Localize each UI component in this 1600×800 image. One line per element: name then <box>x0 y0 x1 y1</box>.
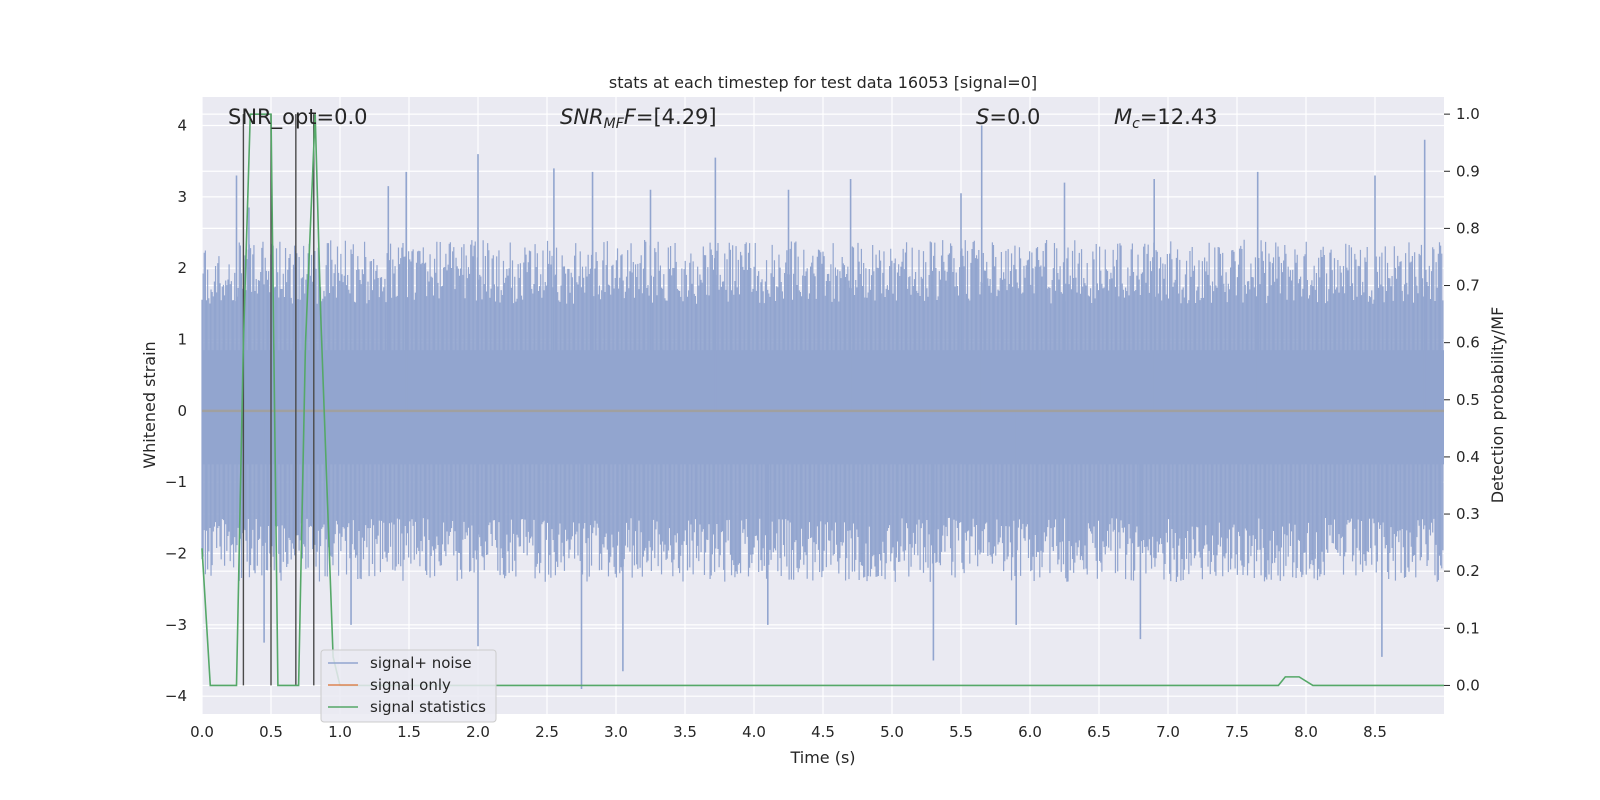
y-right-tick-label: 0.6 <box>1456 334 1480 352</box>
chart-title: stats at each timestep for test data 160… <box>609 73 1037 92</box>
legend-label-signal-plus-noise: signal+ noise <box>370 654 472 672</box>
legend-label-signal-only: signal only <box>370 676 451 694</box>
annotation-snr-opt: SNR_opt=0.0 <box>228 105 368 130</box>
y-left-tick-label: −4 <box>165 687 187 705</box>
y-right-tick-label: 0.7 <box>1456 277 1480 295</box>
annotation-snr-mf: SNRMFF=[4.29] <box>560 105 717 132</box>
y-right-tick-label: 0.0 <box>1456 676 1480 694</box>
x-tick-label: 6.0 <box>1018 723 1042 741</box>
y-left-tick-label: 2 <box>177 259 187 277</box>
x-tick-label: 0.5 <box>259 723 283 741</box>
y-right-tick-label: 1.0 <box>1456 105 1480 123</box>
y-right-tick-label: 0.4 <box>1456 448 1480 466</box>
y-left-tick-label: 0 <box>177 402 187 420</box>
y-left-tick-label: −3 <box>165 616 187 634</box>
legend-box <box>320 649 497 723</box>
y-right-tick-labels: 0.0 0.1 0.2 0.3 0.4 0.5 0.6 0.7 0.8 0.9 1.0 <box>1444 105 1480 694</box>
y-axis-label-left: Whitened strain <box>140 341 159 468</box>
series-signal-plus-noise <box>201 125 1444 690</box>
x-tick-label: 2.5 <box>535 723 559 741</box>
annotation-mc: Mc=12.43 <box>1114 105 1218 132</box>
x-tick-label: 4.0 <box>742 723 766 741</box>
x-axis-label: Time (s) <box>789 748 855 767</box>
x-tick-label: 0.0 <box>190 723 214 741</box>
y-left-tick-labels: −4 −3 −2 −1 0 1 2 3 4 <box>165 117 187 706</box>
x-tick-label: 5.0 <box>880 723 904 741</box>
legend: signal+ noise signal only signal statist… <box>320 649 497 723</box>
y-axis-label-right: Detection probability/MF <box>1488 307 1507 504</box>
x-tick-label: 3.0 <box>604 723 628 741</box>
x-tick-label: 6.5 <box>1087 723 1111 741</box>
y-right-tick-label: 0.1 <box>1456 619 1480 637</box>
series-signal-statistics <box>201 113 1444 687</box>
signal-statistics-line <box>201 113 1444 687</box>
y-left-tick-label: −1 <box>165 473 187 491</box>
y-right-tick-label: 0.2 <box>1456 562 1480 580</box>
y-left-tick-label: 4 <box>177 117 187 135</box>
x-tick-label: 4.5 <box>811 723 835 741</box>
noise-core-band <box>202 350 1444 465</box>
legend-label-signal-statistics: signal statistics <box>370 698 486 716</box>
x-tick-label: 1.0 <box>328 723 352 741</box>
x-tick-label: 8.0 <box>1294 723 1318 741</box>
x-tick-label: 2.0 <box>466 723 490 741</box>
x-tick-label: 3.5 <box>673 723 697 741</box>
x-tick-label: 1.5 <box>397 723 421 741</box>
y-left-tick-label: 3 <box>177 188 187 206</box>
y-right-tick-label: 0.8 <box>1456 219 1480 237</box>
y-right-tick-label: 0.3 <box>1456 505 1480 523</box>
x-tick-labels: 0.0 0.5 1.0 1.5 2.0 2.5 3.0 3.5 4.0 4.5 5.0 5.5 6.0 6… <box>190 723 1387 741</box>
y-right-tick-label: 0.9 <box>1456 162 1480 180</box>
annotation-s: S=0.0 <box>976 105 1040 129</box>
x-tick-label: 8.5 <box>1363 723 1387 741</box>
y-right-tick-label: 0.5 <box>1456 391 1480 409</box>
x-tick-label: 7.0 <box>1156 723 1180 741</box>
x-tick-label: 5.5 <box>949 723 973 741</box>
vertical-markers <box>242 114 315 686</box>
x-tick-label: 7.5 <box>1225 723 1249 741</box>
y-left-tick-label: −2 <box>165 545 187 563</box>
y-left-tick-label: 1 <box>177 331 187 349</box>
